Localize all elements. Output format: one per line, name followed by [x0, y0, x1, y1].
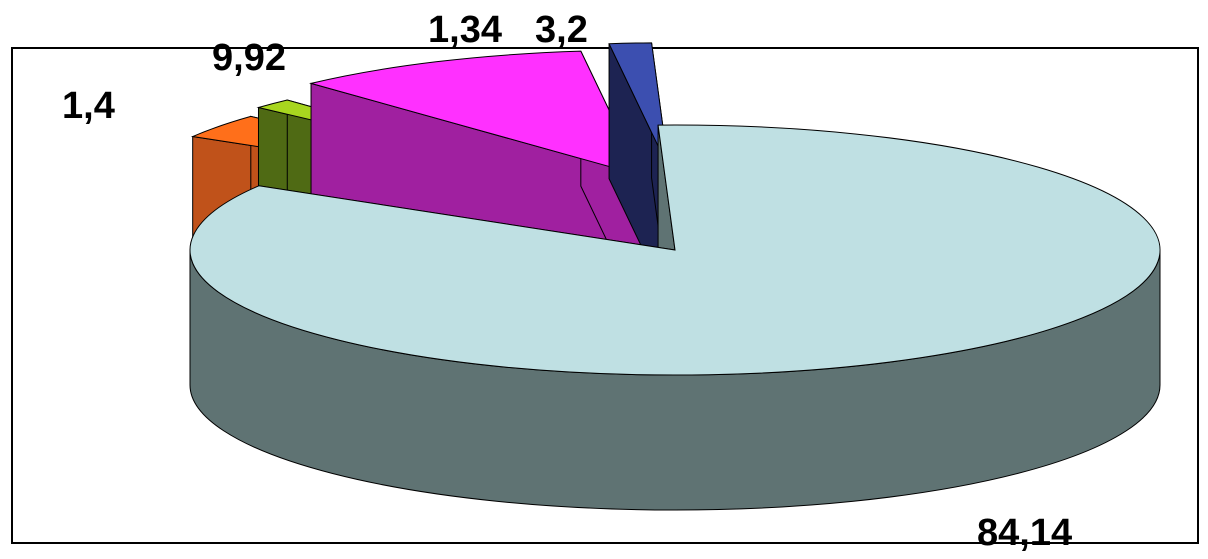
pie-slice-1 — [189, 124, 1161, 511]
data-label-4: 9,92 — [212, 37, 286, 79]
pie-slice-1-top — [189, 124, 1161, 376]
pie-slice-5-top — [608, 42, 669, 168]
pie-slice-4-top — [309, 50, 642, 176]
data-label-5: 1,4 — [62, 85, 115, 127]
data-label-1: 84,14 — [977, 512, 1072, 554]
data-label-2: 3,2 — [535, 9, 588, 51]
slices-layer — [189, 42, 1161, 511]
labels-layer: 84,14 3,2 1,34 9,92 1,4 — [62, 9, 1072, 554]
data-label-3: 1,34 — [428, 9, 502, 51]
